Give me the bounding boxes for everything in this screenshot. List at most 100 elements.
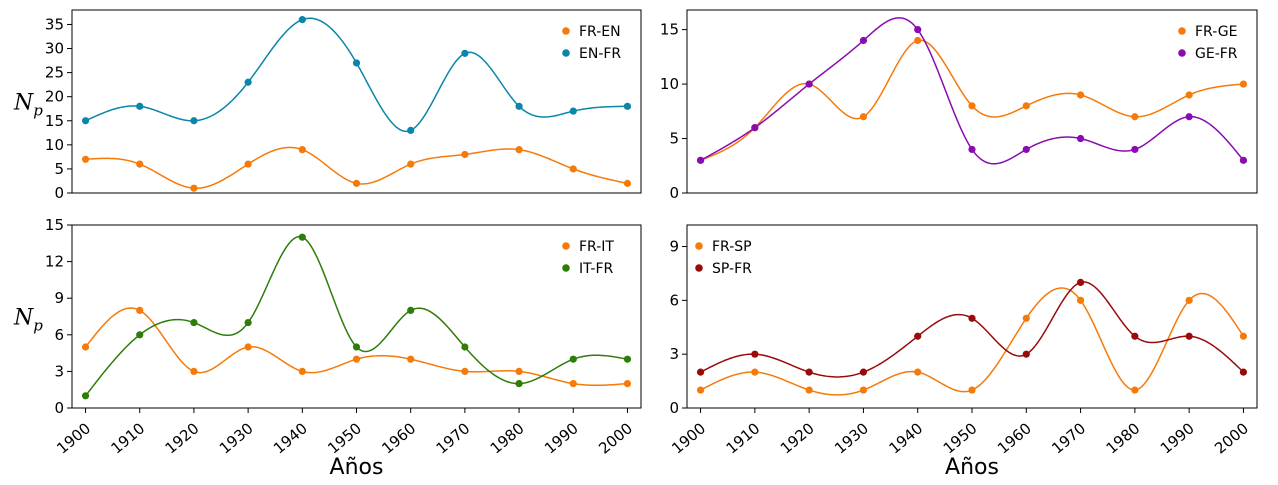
x-tick-label: 1980: [1103, 419, 1144, 457]
legend-label: FR-GE: [1195, 24, 1237, 40]
data-point: [1185, 113, 1193, 121]
data-point: [298, 16, 306, 24]
x-tick-label: 1970: [433, 419, 474, 457]
data-point: [407, 306, 415, 314]
data-point: [1131, 386, 1139, 394]
series-line: [700, 39, 1244, 162]
data-point: [352, 343, 361, 351]
data-point: [407, 160, 415, 168]
data-point: [859, 113, 868, 121]
data-point: [751, 124, 759, 132]
y-tick-label: 5: [669, 130, 679, 148]
data-point: [859, 386, 868, 394]
legend-marker: [1178, 27, 1186, 35]
legend-marker: [562, 264, 570, 272]
data-point: [623, 380, 632, 388]
y-axis-label-subscript: p: [33, 317, 43, 335]
legend-marker: [562, 27, 570, 35]
series-GE-FR: [696, 17, 1248, 165]
legend-label: SP-FR: [712, 261, 752, 277]
data-point: [859, 368, 868, 376]
series-FR-EN: [81, 146, 632, 192]
data-point: [81, 392, 90, 400]
data-point: [1022, 102, 1030, 110]
data-point: [859, 36, 868, 45]
data-point: [1076, 91, 1085, 99]
x-tick-label: 1930: [831, 419, 872, 457]
y-tick-label: 15: [45, 216, 64, 234]
x-tick-label: 1910: [723, 419, 764, 457]
data-point: [136, 331, 144, 339]
legend-marker: [562, 49, 570, 57]
data-point: [461, 343, 469, 351]
x-tick-label: 1960: [994, 419, 1035, 457]
data-point: [1131, 113, 1139, 121]
x-axis-label: Años: [330, 455, 384, 480]
data-point: [352, 59, 361, 67]
data-point: [407, 126, 415, 134]
data-point: [1185, 296, 1193, 304]
data-point: [623, 102, 632, 110]
plot-frame: [686, 9, 1258, 194]
legend-label: FR-SP: [712, 239, 752, 255]
data-point: [1185, 91, 1193, 99]
y-tick-label: 15: [660, 21, 679, 39]
data-point: [461, 367, 469, 375]
x-tick-label: 1940: [885, 419, 926, 457]
x-tick-label: 1970: [1048, 419, 1089, 457]
x-tick-label: 1950: [940, 419, 981, 457]
data-point: [968, 102, 976, 110]
data-point: [1239, 156, 1248, 164]
data-point: [136, 160, 144, 168]
data-point: [805, 80, 813, 88]
data-point: [569, 107, 577, 115]
data-point: [81, 155, 90, 163]
legend: FR-IT IT-FR: [562, 239, 614, 277]
x-tick-label: 1900: [668, 419, 709, 457]
subplot-4: 0 3 6 9 1900 1910 1920 1930 1940 1950 1960 1970 1980…: [668, 224, 1258, 480]
data-point: [751, 350, 759, 358]
data-point: [623, 179, 632, 187]
data-point: [461, 49, 469, 57]
data-point: [298, 146, 306, 154]
y-tick-label: 0: [54, 184, 64, 202]
data-point: [244, 78, 252, 86]
data-point: [914, 368, 922, 376]
data-point: [244, 160, 252, 168]
data-point: [968, 386, 976, 394]
y-tick-label: 5: [54, 160, 64, 178]
data-point: [136, 306, 144, 314]
y-tick-label: 0: [54, 399, 64, 417]
data-point: [244, 319, 252, 327]
data-point: [569, 355, 577, 363]
legend-marker: [562, 242, 570, 250]
data-point: [914, 332, 922, 340]
data-point: [805, 386, 813, 394]
plot-frame: [71, 224, 642, 409]
x-tick-label: 1930: [216, 419, 257, 457]
data-point: [696, 156, 705, 164]
x-tick-label: 1990: [541, 419, 582, 457]
legend: FR-SP SP-FR: [695, 239, 752, 277]
data-point: [1239, 80, 1248, 88]
legend-marker: [1178, 49, 1186, 57]
data-point: [696, 368, 705, 376]
series-EN-FR: [81, 16, 632, 134]
series-FR-IT: [81, 306, 632, 388]
data-point: [1076, 296, 1085, 304]
y-axis-label-subscript: p: [33, 102, 43, 120]
data-point: [81, 117, 90, 125]
data-point: [190, 367, 198, 375]
series-SP-FR: [696, 278, 1248, 378]
series-FR-GE: [696, 36, 1248, 164]
legend-label: GE-FR: [1195, 46, 1238, 62]
data-point: [1239, 332, 1248, 340]
legend: FR-GE GE-FR: [1178, 24, 1238, 62]
legend-marker: [695, 264, 703, 272]
data-point: [136, 102, 144, 110]
x-tick-label: 2000: [595, 419, 636, 457]
y-axis-label: Np: [13, 91, 43, 120]
data-point: [1022, 145, 1030, 154]
y-tick-label: 10: [45, 136, 64, 154]
data-point: [1239, 368, 1248, 376]
